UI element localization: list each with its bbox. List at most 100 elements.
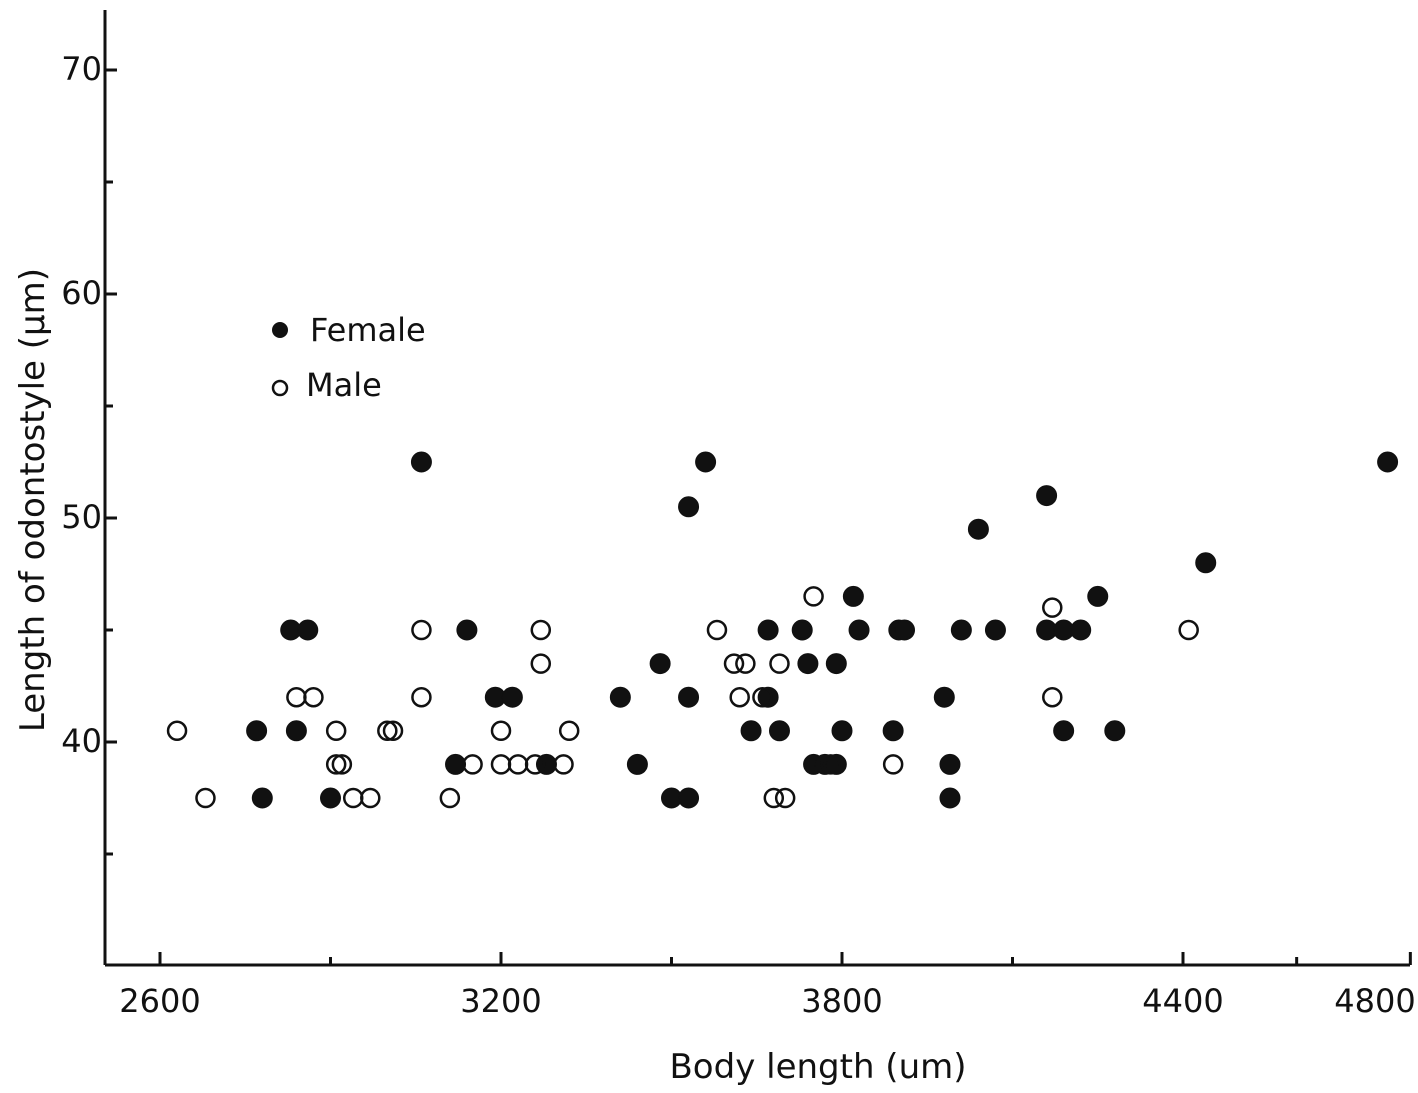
female-point	[297, 619, 319, 641]
legend: Female Male	[271, 311, 426, 404]
male-point	[382, 720, 404, 742]
female-point	[501, 686, 523, 708]
female-point	[768, 720, 790, 742]
x-tick-label: 4400	[1142, 982, 1223, 1020]
male-point	[791, 619, 813, 641]
y-tick-label: 50	[61, 498, 102, 536]
legend-female-label: Female	[310, 311, 426, 349]
female-point	[797, 653, 819, 675]
x-tick-label: 4800	[1334, 982, 1415, 1020]
female-point	[984, 619, 1006, 641]
female-point	[882, 720, 904, 742]
legend-male-marker	[271, 379, 289, 397]
x-ticks: 2600 3200 3800 4400 4800	[119, 952, 1416, 1020]
y-tick-label: 40	[61, 722, 102, 760]
male-point	[769, 653, 790, 674]
legend-male-label: Male	[306, 366, 382, 404]
x-tick-label: 3200	[460, 982, 541, 1020]
female-point	[445, 753, 467, 775]
male-point	[774, 787, 796, 809]
female-point	[831, 720, 853, 742]
female-point	[626, 753, 648, 775]
y-tick-label: 60	[61, 274, 102, 312]
male-point	[331, 754, 353, 775]
female-point	[285, 720, 307, 742]
male-point	[1178, 619, 1199, 641]
male-point	[530, 653, 552, 674]
female-point	[1104, 720, 1126, 742]
female-point	[757, 686, 779, 708]
y-axis-title: Length of odontostyle (μm)	[13, 268, 53, 732]
female-point	[1377, 451, 1399, 473]
female-point	[456, 619, 478, 641]
male-point	[303, 686, 324, 708]
male-point	[820, 754, 841, 775]
female-point	[825, 753, 847, 775]
female-point	[410, 451, 432, 473]
female-point	[950, 619, 972, 641]
female-point	[251, 787, 273, 809]
male-point	[706, 619, 728, 641]
male-point	[553, 754, 574, 775]
male-point	[490, 720, 512, 742]
y-tick-label: 70	[61, 50, 102, 88]
female-point	[825, 653, 847, 675]
female-point	[678, 787, 700, 809]
male-point	[763, 787, 785, 809]
female-point	[848, 619, 870, 641]
male-point	[524, 754, 546, 775]
female-point	[320, 787, 341, 809]
female-point	[1053, 720, 1075, 742]
female-point	[967, 518, 989, 540]
male-point	[439, 787, 461, 809]
male-point	[729, 686, 750, 708]
female-point	[1195, 552, 1217, 574]
female-point	[1070, 619, 1092, 641]
x-tick-label: 3800	[801, 982, 882, 1020]
female-point	[894, 619, 916, 641]
female-point	[246, 720, 268, 742]
male-point	[166, 720, 188, 742]
female-point	[609, 686, 631, 708]
male-point	[1042, 686, 1063, 708]
male-point	[377, 720, 398, 742]
male-point	[360, 787, 381, 809]
male-point	[803, 586, 824, 607]
male-point	[735, 653, 756, 674]
male-point	[195, 787, 216, 809]
legend-female-marker	[272, 322, 288, 338]
male-point	[752, 686, 773, 708]
male-point	[411, 619, 432, 641]
female-point	[1087, 585, 1109, 607]
male-point	[325, 754, 347, 775]
x-tick-label: 2600	[119, 982, 200, 1020]
female-point	[757, 619, 779, 641]
male-point	[723, 653, 745, 674]
male-point	[490, 754, 512, 775]
female-point	[649, 653, 671, 675]
x-axis-title: Body length (um)	[669, 1047, 966, 1087]
data-points	[166, 451, 1399, 809]
male-point	[1042, 597, 1063, 618]
male-point	[507, 754, 529, 775]
female-point	[678, 496, 700, 518]
female-point	[678, 686, 700, 708]
male-point	[342, 787, 364, 809]
female-point	[933, 686, 955, 708]
male-point	[411, 686, 432, 708]
axes	[103, 10, 1410, 967]
female-point	[842, 585, 864, 607]
male-point	[325, 720, 347, 742]
male-point	[462, 754, 483, 775]
y-ticks: 40 50 60 70	[61, 50, 117, 856]
female-point	[939, 753, 961, 775]
female-point	[939, 787, 961, 809]
male-point	[286, 686, 307, 708]
male-point	[558, 720, 580, 742]
female-point	[695, 451, 717, 473]
male-point	[530, 619, 552, 641]
male-point	[882, 754, 904, 775]
female-point	[1036, 485, 1058, 507]
female-point	[740, 720, 762, 742]
